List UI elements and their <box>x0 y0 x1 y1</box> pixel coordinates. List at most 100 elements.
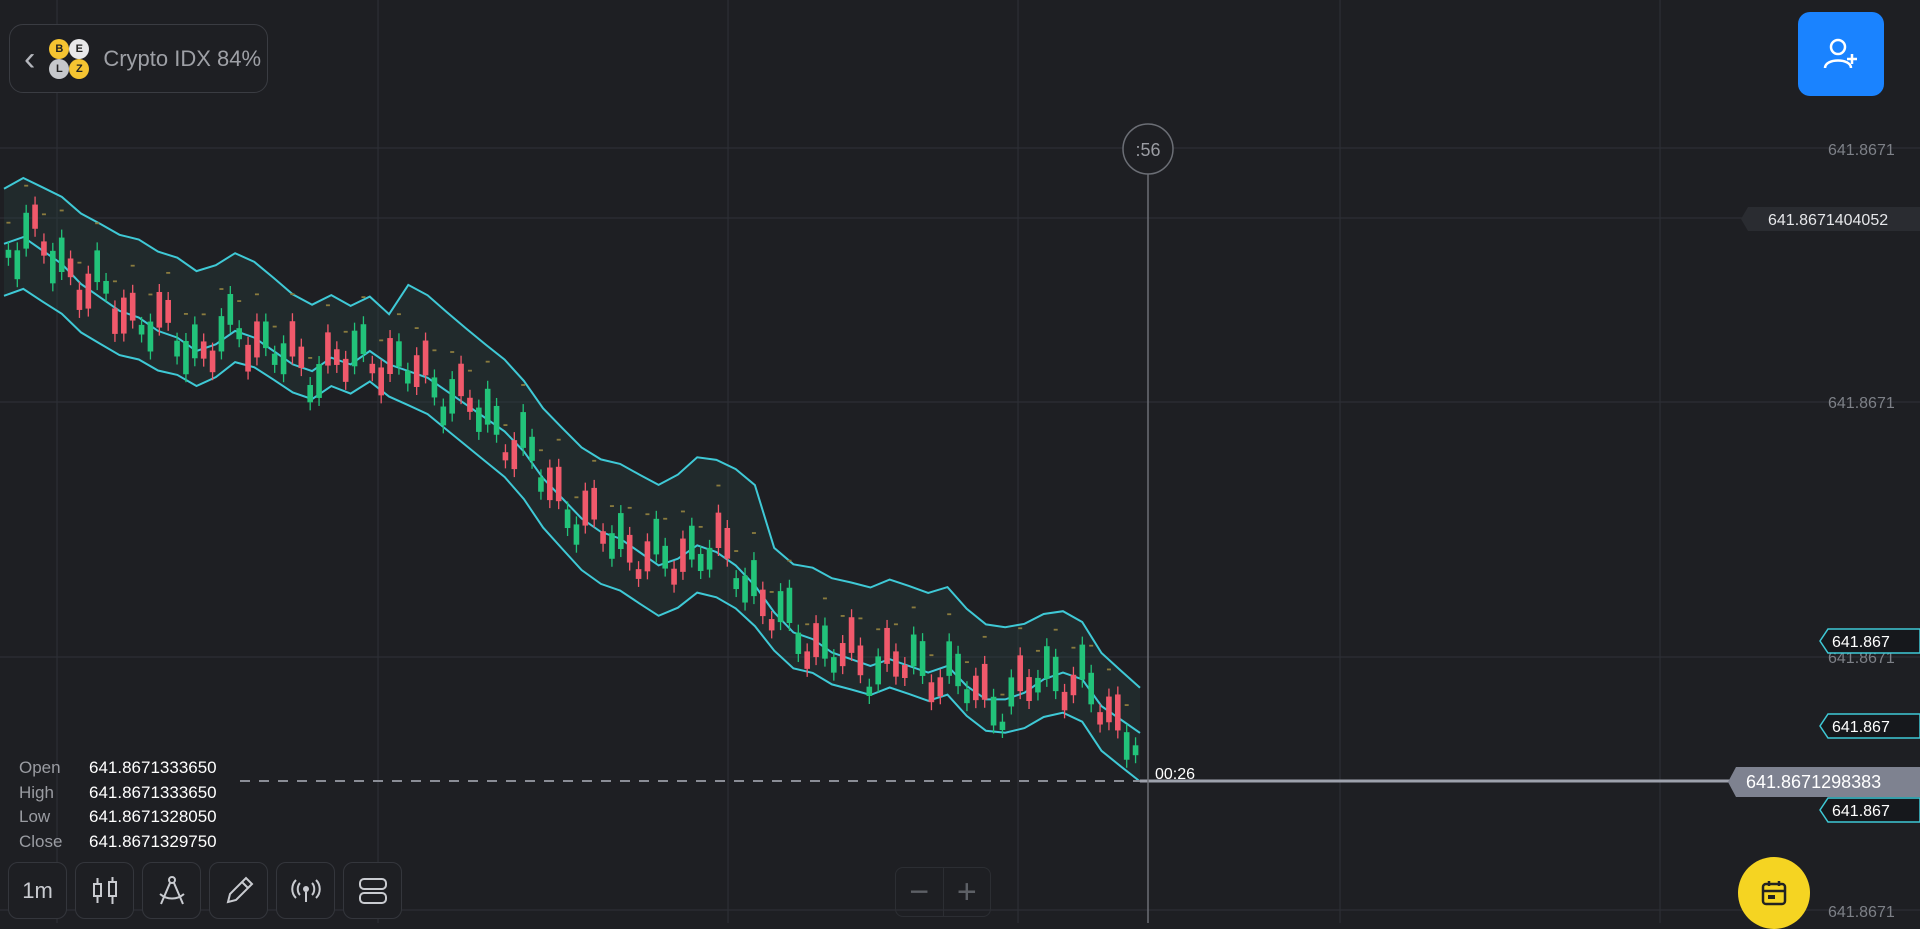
candle-body <box>857 645 864 676</box>
candle-body <box>1070 674 1077 696</box>
candle-body <box>1123 732 1130 760</box>
sar-dot <box>130 264 135 267</box>
indicator-badge-label: 641.867 <box>1832 719 1890 736</box>
sar-dot <box>609 505 614 507</box>
candle-body <box>351 330 358 367</box>
sar-dot <box>237 300 242 302</box>
sar-dot <box>698 525 703 528</box>
candle-body <box>742 575 748 603</box>
candle-body <box>955 653 961 687</box>
svg-text::56: :56 <box>1135 140 1160 160</box>
layout-icon <box>358 877 387 904</box>
candle-body <box>875 656 881 685</box>
sar-dot <box>148 293 153 296</box>
candle-body <box>41 241 47 256</box>
pencil-button[interactable] <box>209 862 268 919</box>
candle-body <box>1026 677 1032 702</box>
candle-body <box>689 525 695 560</box>
candle-body <box>644 541 651 572</box>
sar-dot <box>308 357 313 359</box>
candle-body <box>520 412 526 448</box>
timeframe-button[interactable]: 1m <box>8 862 67 919</box>
sar-dot <box>876 628 881 631</box>
candle-body <box>209 350 216 373</box>
sar-dot <box>840 615 845 617</box>
candle-body <box>937 677 944 697</box>
candle-body <box>325 332 331 366</box>
sar-dot <box>325 304 330 307</box>
chart-toolbar: 1m <box>8 862 402 919</box>
candle-body <box>334 349 340 365</box>
candle-body <box>307 385 313 403</box>
candle-body <box>680 538 686 572</box>
svg-text:641.8671298383: 641.8671298383 <box>1746 772 1881 792</box>
candle-body <box>449 379 455 414</box>
coin-icon: B <box>49 38 70 59</box>
candle-body <box>183 341 189 375</box>
coin-icon: Z <box>69 58 90 79</box>
candle-body <box>289 321 296 357</box>
sar-dot <box>467 369 472 372</box>
candle-body <box>413 355 420 387</box>
candle-body <box>538 477 544 492</box>
sar-dot <box>290 293 295 296</box>
candle-body <box>1115 694 1121 731</box>
candle-body <box>23 212 29 249</box>
candle-body <box>706 547 713 570</box>
candle-body <box>165 299 171 323</box>
candle-body <box>369 363 376 374</box>
sar-dot <box>201 313 206 316</box>
drawing-tools-button[interactable] <box>142 862 201 919</box>
candle-body <box>121 297 127 334</box>
candle-body <box>298 346 305 369</box>
sar-dot <box>1053 628 1058 631</box>
candle-body <box>902 665 908 679</box>
sar-dot <box>166 271 171 274</box>
sar-dot <box>787 559 792 562</box>
candle-body <box>1088 672 1094 705</box>
add-user-button[interactable] <box>1798 12 1884 96</box>
zoom-out-button[interactable]: − <box>909 873 930 911</box>
calendar-button[interactable] <box>1738 857 1810 929</box>
candle-body <box>200 341 207 359</box>
sar-dot <box>503 424 508 427</box>
asset-selector[interactable]: ‹ B E L Z Crypto IDX 84% <box>9 24 268 93</box>
drawing-icon <box>158 875 185 904</box>
signals-button[interactable] <box>276 862 335 919</box>
chart-type-button[interactable] <box>75 862 134 919</box>
candle-body <box>431 377 438 398</box>
sar-dot <box>343 330 348 333</box>
indicator-badge-label: 641.867 <box>1832 634 1890 651</box>
candle-body <box>839 643 846 667</box>
candle-body <box>467 397 473 412</box>
candle-body <box>866 686 873 696</box>
back-chevron-icon[interactable]: ‹ <box>24 39 36 78</box>
sar-dot <box>450 351 455 353</box>
candle-body <box>626 534 633 563</box>
asset-title: Crypto IDX 84% <box>103 45 262 71</box>
candle-body <box>76 289 83 310</box>
sar-dot <box>1071 646 1076 649</box>
candle-body <box>547 467 553 501</box>
candle-body <box>263 321 269 349</box>
candle-body <box>1008 677 1015 707</box>
ohlc-panel: Open 641.8671333650 High 641.8671333650 Lo… <box>19 756 217 854</box>
candle-body <box>813 623 819 658</box>
axis-tick-label: 641.8671 <box>1828 904 1895 921</box>
candle-body <box>440 406 447 426</box>
ohlc-open-value: 641.8671333650 <box>89 758 217 777</box>
ohlc-close-label: Close <box>19 831 63 851</box>
axis-tick-label: 641.8671 <box>1828 395 1895 412</box>
candle-body <box>32 204 38 229</box>
candle-body <box>671 568 677 585</box>
zoom-in-button[interactable]: + <box>942 868 991 916</box>
candle-body <box>50 250 56 284</box>
indicator-badge <box>1819 628 1920 654</box>
candle-body <box>848 617 855 653</box>
candle-body <box>422 340 429 376</box>
candle-body <box>609 533 615 559</box>
layout-button[interactable] <box>343 862 402 919</box>
candle-body <box>724 527 731 559</box>
